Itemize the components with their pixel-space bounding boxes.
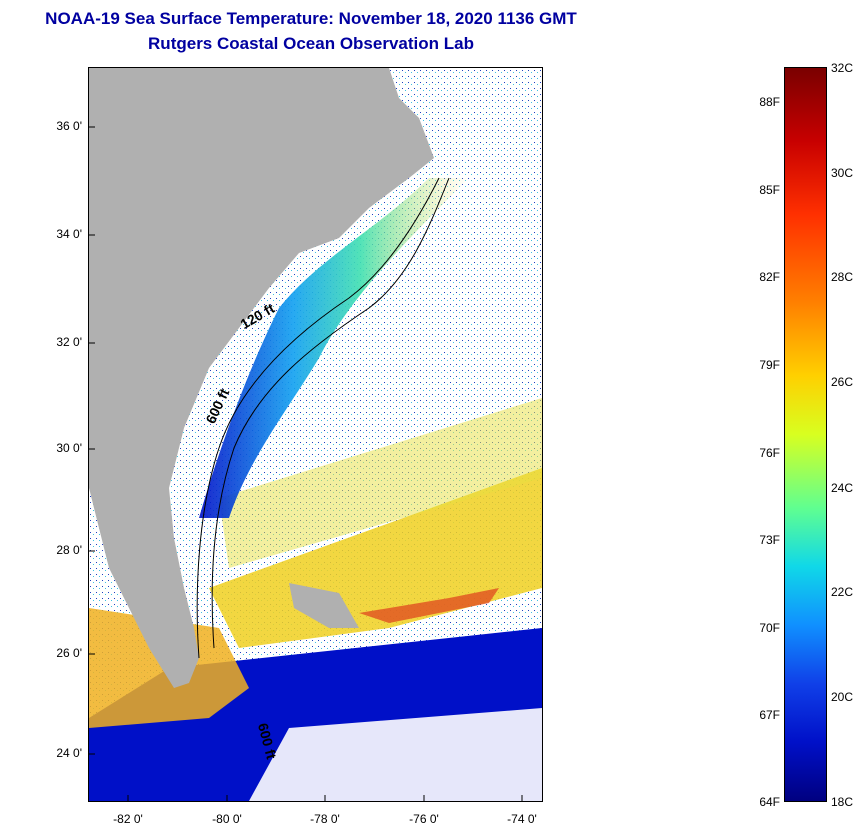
map-title: NOAA-19 Sea Surface Temperature: Novembe…	[45, 9, 577, 28]
lat-label-24: 24 0'	[56, 746, 82, 760]
land-mass	[89, 68, 434, 688]
contour-600ft	[211, 177, 450, 649]
map-ticks	[89, 126, 523, 801]
lon-label-78: -78 0'	[310, 812, 340, 826]
colorbar-label-70f: 70F	[759, 621, 780, 635]
southern-clouds	[249, 708, 542, 801]
colorbar-label-82f: 82F	[759, 270, 780, 284]
lat-label-30: 30 0'	[56, 441, 82, 455]
lon-label-76: -76 0'	[409, 812, 439, 826]
warm-core	[359, 588, 499, 623]
colorbar-label-18c: 18C	[831, 795, 854, 809]
lat-label-36: 36 0'	[56, 119, 82, 133]
colorbar-label-24c: 24C	[831, 481, 854, 495]
colorbar-label-67f: 67F	[759, 708, 780, 722]
lat-label-28: 28 0'	[56, 543, 82, 557]
colorbar-label-88f: 88F	[759, 95, 780, 109]
colorbar-label-64f: 64F	[759, 795, 780, 809]
colorbar-label-22c: 22C	[831, 585, 854, 599]
sst-map: 120 ft 600 ft 600 ft	[88, 67, 543, 802]
map-subtitle: Rutgers Coastal Ocean Observation Lab	[148, 34, 474, 53]
lat-label-26: 26 0'	[56, 646, 82, 660]
contour-120ft	[196, 177, 440, 659]
bahamas-land	[289, 583, 359, 628]
lon-label-74: -74 0'	[507, 812, 537, 826]
colorbar-label-79f: 79F	[759, 358, 780, 372]
colorbar-label-30c: 30C	[831, 166, 854, 180]
colorbar-label-73f: 73F	[759, 533, 780, 547]
coastal-water	[199, 178, 469, 518]
lat-label-34: 34 0'	[56, 227, 82, 241]
colorbar-label-32c: 32C	[831, 61, 854, 75]
lat-label-32: 32 0'	[56, 335, 82, 349]
colorbar-label-85f: 85F	[759, 183, 780, 197]
colorbar-label-28c: 28C	[831, 270, 854, 284]
colorbar-label-20c: 20C	[831, 690, 854, 704]
lon-label-80: -80 0'	[212, 812, 242, 826]
colorbar-label-76f: 76F	[759, 446, 780, 460]
sst-map-canvas	[89, 68, 542, 801]
temperature-colorbar	[784, 67, 827, 802]
lon-label-82: -82 0'	[113, 812, 143, 826]
colorbar-label-26c: 26C	[831, 375, 854, 389]
warm-water-band	[219, 398, 542, 568]
